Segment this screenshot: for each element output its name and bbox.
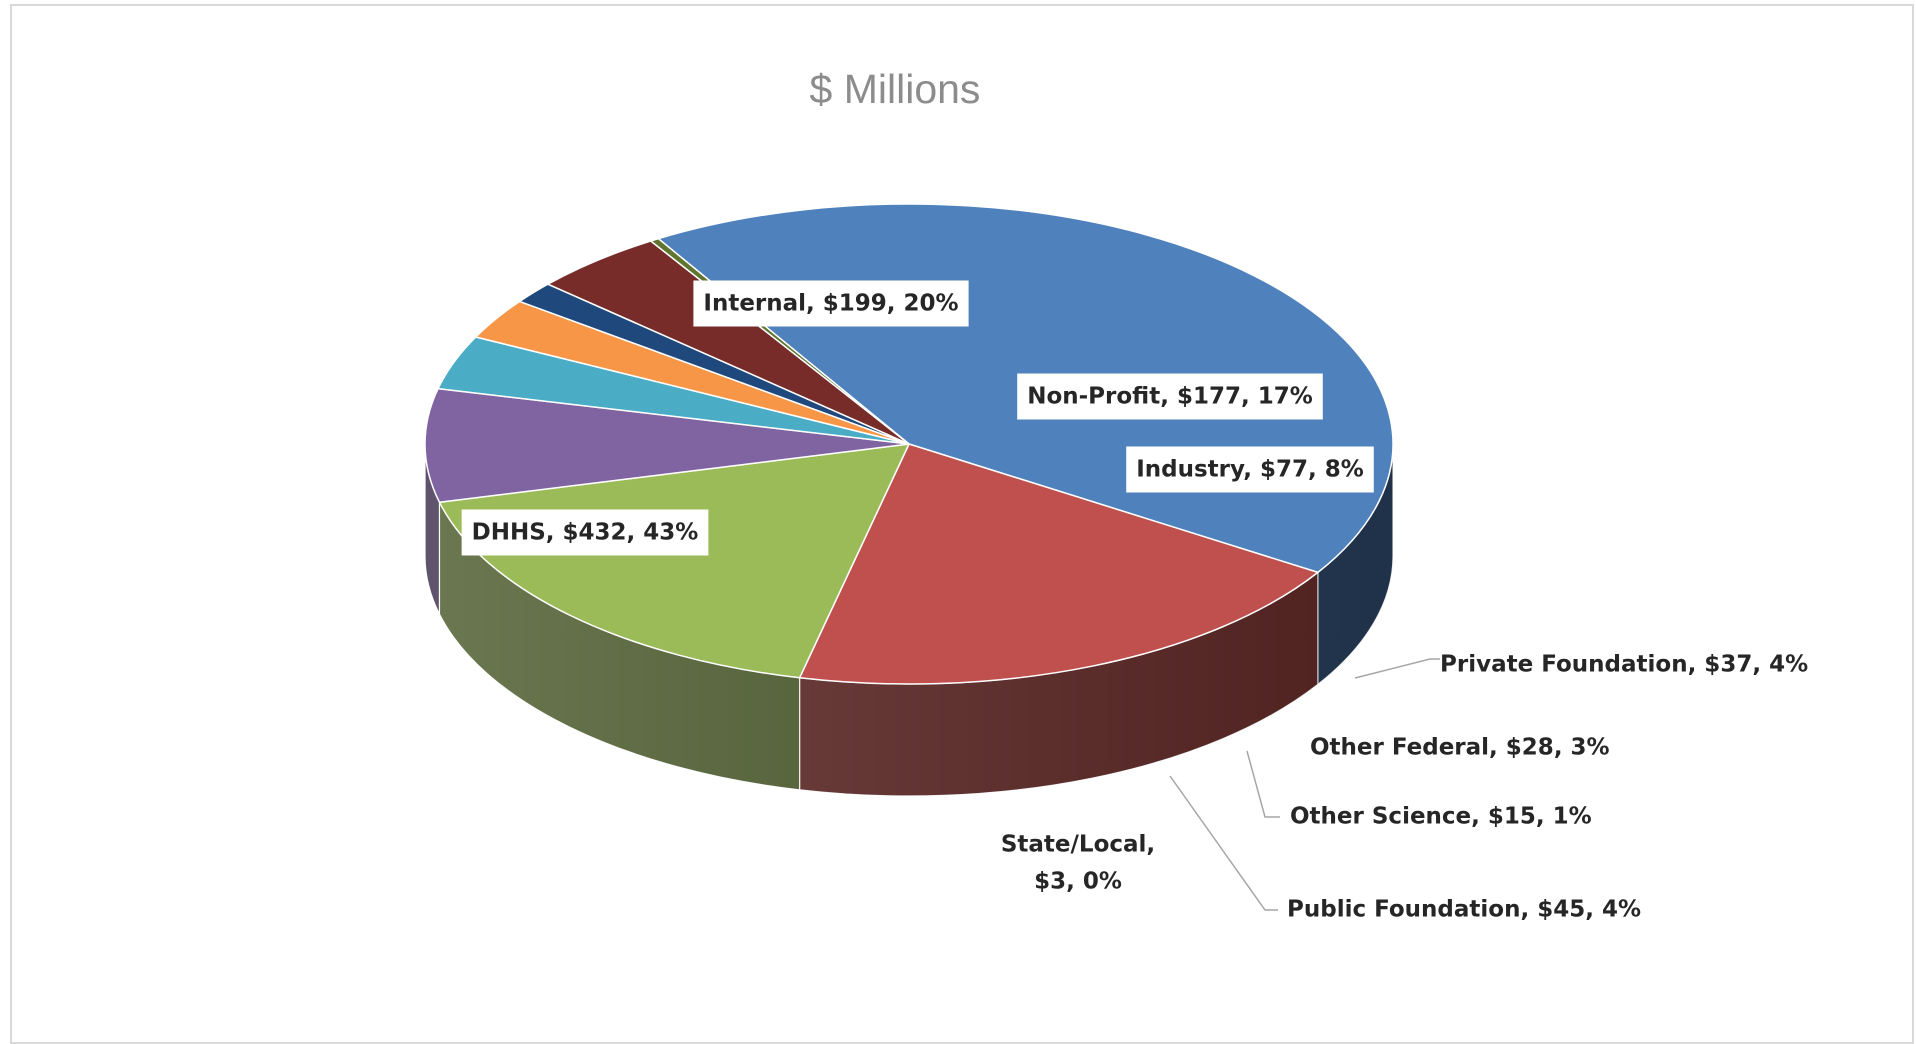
data-label-private-foundation: Private Foundation, $37, 4% <box>1440 652 1808 678</box>
data-label-internal: Internal, $199, 20% <box>693 280 969 327</box>
data-label-box-dhhs <box>461 509 709 556</box>
data-label-other-science: Other Science, $15, 1% <box>1290 804 1592 830</box>
data-label-box-industry <box>1126 446 1374 493</box>
data-label-text-non-profit: Non-Profit, $177, 17% <box>1027 384 1313 410</box>
data-label-other-federal: Other Federal, $28, 3% <box>1310 735 1610 761</box>
data-label-non-profit: Non-Profit, $177, 17% <box>1017 373 1323 420</box>
data-label-state-local-line-1: State/Local, <box>1001 832 1155 858</box>
pie-slice-internal <box>798 443 1319 685</box>
pie-slice-non-profit <box>438 443 910 679</box>
leader-line-other-science <box>1246 750 1280 818</box>
data-label-text-internal: Internal, $199, 20% <box>703 291 958 317</box>
data-label-dhhs: DHHS, $432, 43% <box>461 509 709 556</box>
pie-slice-industry <box>424 387 910 503</box>
pie-tops <box>424 203 1394 685</box>
data-label-text-industry: Industry, $77, 8% <box>1136 457 1364 483</box>
data-label-box-non-profit <box>1017 373 1323 420</box>
data-label-industry: Industry, $77, 8% <box>1126 446 1374 493</box>
chart-title: $ Millions <box>809 66 981 112</box>
leader-line-private-foundation <box>1354 658 1440 679</box>
data-label-public-foundation: Public Foundation, $45, 4% <box>1287 897 1641 923</box>
leader-line-public-foundation <box>1169 775 1278 911</box>
data-label-state-local-line-2: $3, 0% <box>1034 869 1122 895</box>
pie-labels: DHHS, $432, 43% Internal, $199, 20% Non-Pr… <box>461 280 1808 923</box>
data-label-box-internal <box>693 280 969 327</box>
data-label-text-dhhs: DHHS, $432, 43% <box>472 520 699 546</box>
